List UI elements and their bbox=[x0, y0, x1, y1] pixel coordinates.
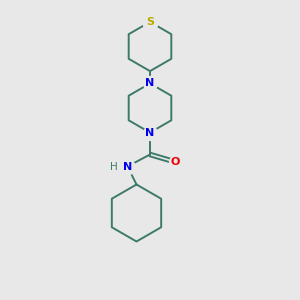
Text: H: H bbox=[110, 161, 118, 172]
Text: N: N bbox=[146, 128, 154, 138]
Text: N: N bbox=[123, 161, 132, 172]
Text: N: N bbox=[146, 78, 154, 88]
Text: O: O bbox=[171, 157, 180, 167]
Text: S: S bbox=[146, 17, 154, 27]
